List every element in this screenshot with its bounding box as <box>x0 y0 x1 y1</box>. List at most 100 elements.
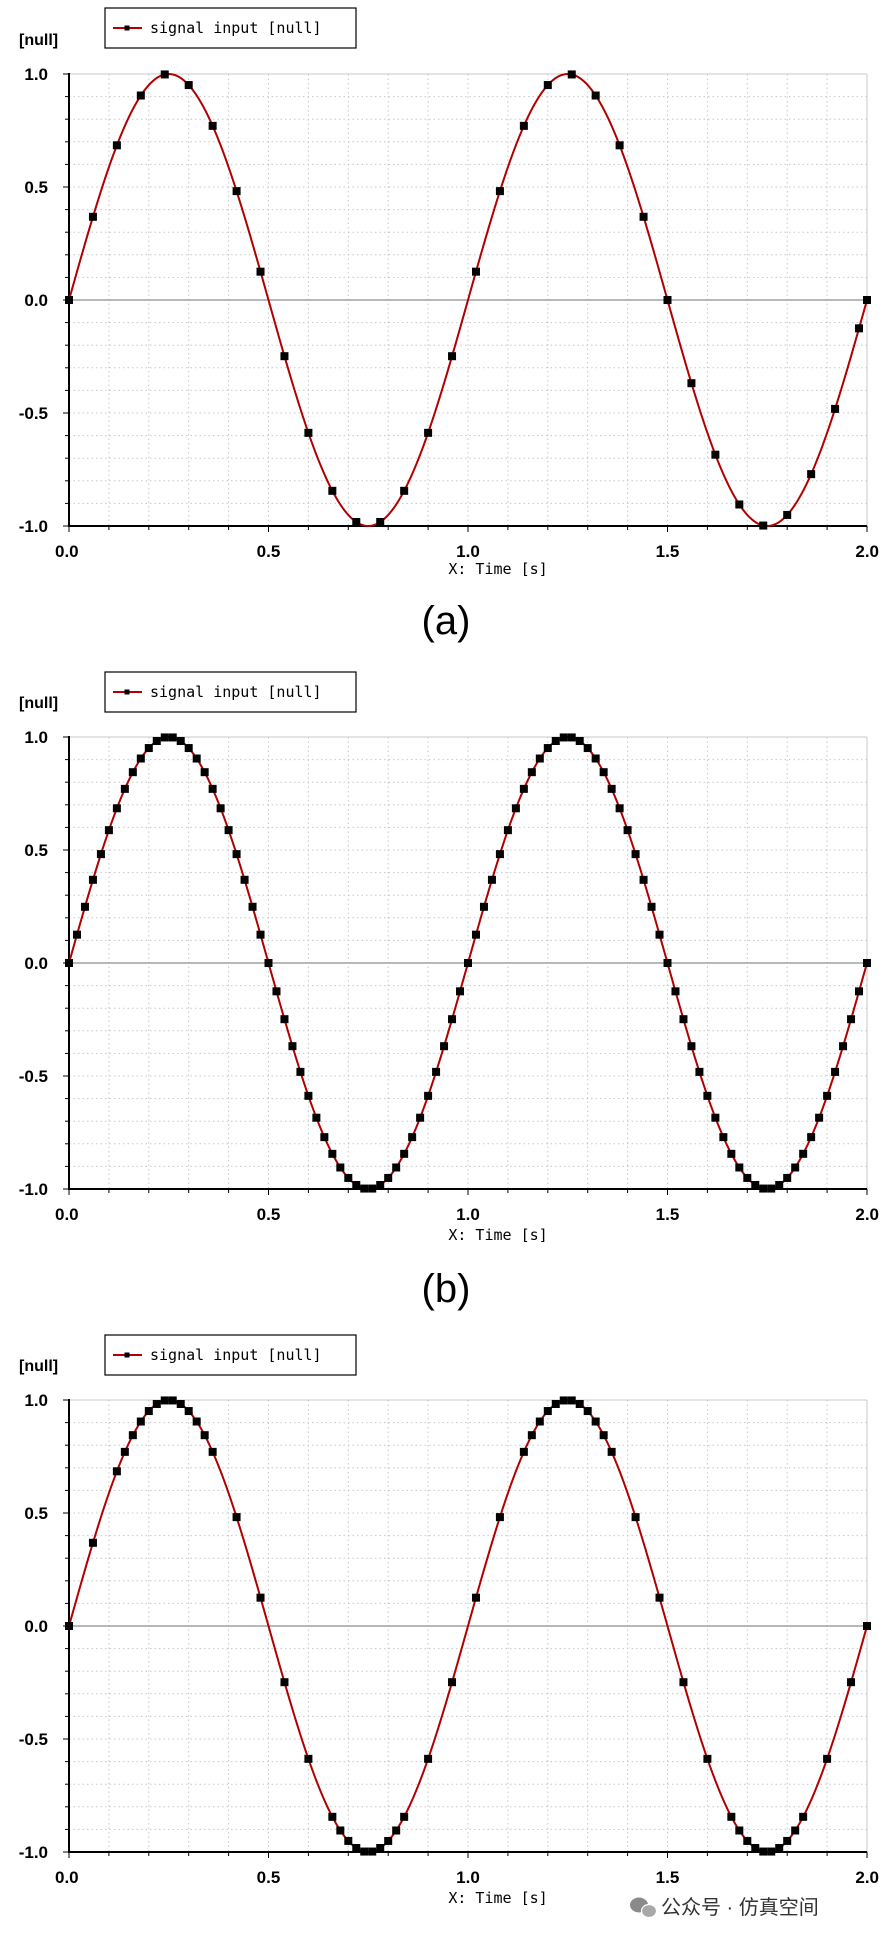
data-point <box>855 987 864 996</box>
data-point <box>863 959 871 967</box>
series-1 <box>65 733 871 1193</box>
y-axis-label: [null] <box>19 32 58 49</box>
data-point <box>799 1812 808 1821</box>
x-tick-label: 1.5 <box>656 542 680 561</box>
y-tick-label: 0.5 <box>24 841 48 860</box>
data-point <box>232 1513 241 1522</box>
y-tick-label: 0.0 <box>24 954 48 973</box>
data-point <box>136 91 145 100</box>
data-point <box>735 1163 744 1172</box>
data-point <box>208 784 217 793</box>
data-point <box>527 1431 536 1440</box>
data-point <box>783 510 792 519</box>
data-point <box>232 850 241 859</box>
data-point <box>559 1396 568 1405</box>
data-point <box>344 1173 353 1182</box>
data-point <box>599 1431 608 1440</box>
data-point <box>823 1754 832 1763</box>
data-point <box>631 850 640 859</box>
data-point <box>831 1067 840 1076</box>
data-point <box>352 1181 361 1189</box>
data-point <box>535 1417 544 1426</box>
data-point <box>671 987 680 996</box>
data-point <box>783 1173 792 1182</box>
data-point <box>392 1826 401 1835</box>
data-point <box>535 754 544 763</box>
data-point <box>807 470 816 479</box>
data-point <box>775 1844 784 1852</box>
data-point <box>304 1091 313 1100</box>
data-point <box>775 1181 784 1189</box>
watermark-text: 公众号 · 仿真空间 <box>661 1896 819 1919</box>
series-line <box>68 72 868 528</box>
data-point <box>527 768 536 777</box>
data-point <box>328 1149 337 1158</box>
data-point <box>583 744 592 753</box>
data-point <box>687 379 696 388</box>
data-point <box>216 804 225 813</box>
data-point <box>479 902 488 911</box>
y-tick-label: 0.0 <box>24 291 48 310</box>
data-point <box>280 1678 289 1687</box>
data-point <box>663 296 672 304</box>
data-point <box>280 352 289 361</box>
data-point <box>759 1847 768 1856</box>
data-point <box>240 875 249 884</box>
data-point <box>264 959 273 967</box>
data-point <box>88 875 97 884</box>
data-point <box>863 296 871 304</box>
data-point <box>727 1812 736 1821</box>
data-point <box>495 1513 504 1522</box>
data-point <box>495 850 504 859</box>
data-point <box>448 1015 457 1024</box>
data-point <box>296 1067 305 1076</box>
data-point <box>727 1149 736 1158</box>
data-point <box>144 744 153 753</box>
data-point <box>192 1417 201 1426</box>
data-point <box>711 450 720 459</box>
x-tick-label: 1.5 <box>656 1868 680 1887</box>
data-point <box>432 1067 441 1076</box>
data-point <box>615 141 624 150</box>
data-point <box>623 826 632 835</box>
data-point <box>471 1593 480 1602</box>
data-point <box>511 804 520 813</box>
data-point <box>280 1015 289 1024</box>
data-point <box>184 81 193 90</box>
data-point <box>72 930 81 939</box>
data-point <box>384 1173 393 1182</box>
data-point <box>703 1091 712 1100</box>
data-point <box>815 1113 824 1122</box>
data-point <box>847 1678 856 1687</box>
data-point <box>120 784 129 793</box>
x-tick-label: 1.0 <box>456 1868 480 1887</box>
legend: signal input [null] <box>104 671 357 713</box>
legend-marker-swatch <box>124 1352 130 1358</box>
data-point <box>272 987 281 996</box>
data-point <box>192 754 201 763</box>
data-point <box>376 518 385 526</box>
data-point <box>136 1417 145 1426</box>
wechat-icon <box>630 1897 658 1919</box>
data-point <box>759 1184 768 1193</box>
data-point <box>136 754 145 763</box>
data-point <box>408 1133 417 1142</box>
data-point <box>88 212 97 221</box>
data-point <box>464 959 472 967</box>
data-point <box>200 768 209 777</box>
data-point <box>855 324 864 333</box>
data-point <box>344 1836 353 1845</box>
data-point <box>543 1407 552 1416</box>
legend: signal input [null] <box>104 7 357 49</box>
data-point <box>208 121 217 130</box>
legend-box <box>104 671 357 713</box>
series-1 <box>65 1396 871 1856</box>
data-point <box>352 1844 361 1852</box>
data-point <box>168 733 177 742</box>
y-tick-label: 0.0 <box>24 1617 48 1636</box>
data-point <box>88 1538 97 1547</box>
data-point <box>152 737 161 745</box>
legend-marker-swatch <box>124 25 130 31</box>
data-point <box>65 959 73 967</box>
data-point <box>392 1163 401 1172</box>
